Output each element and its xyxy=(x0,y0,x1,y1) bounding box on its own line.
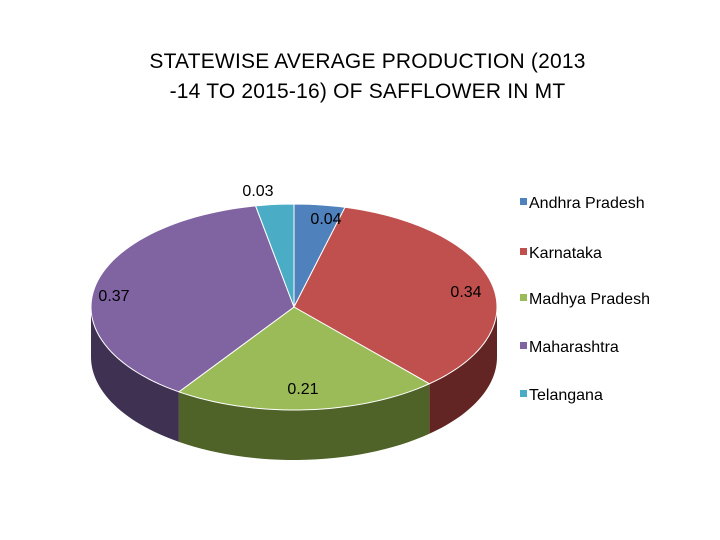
legend-label-karnataka: Karnataka xyxy=(529,245,602,262)
data-label-karnataka: 0.34 xyxy=(450,284,481,301)
pie-side-madhya-pradesh xyxy=(178,383,430,460)
legend-item-maharashtra: Maharashtra xyxy=(520,339,619,357)
pie-slice-telangana xyxy=(255,203,295,308)
pie-slices xyxy=(90,203,498,411)
data-labels: 0.04 0.34 0.21 0.37 0.03 xyxy=(98,183,481,398)
data-label-maharashtra: 0.37 xyxy=(98,288,129,305)
data-label-madhya-pradesh: 0.21 xyxy=(287,381,318,398)
pie-side-karnataka xyxy=(429,307,497,434)
legend-label-telangana: Telangana xyxy=(529,387,603,404)
legend-item-andhra-pradesh: Andhra Pradesh xyxy=(520,195,645,213)
pie-sides xyxy=(91,307,497,460)
pie-slice-madhya-pradesh xyxy=(178,306,430,411)
legend-swatch-telangana xyxy=(520,390,527,397)
pie-slice-maharashtra xyxy=(90,205,295,393)
legend-item-madhya-pradesh: Madhya Pradesh xyxy=(520,291,650,309)
data-label-andhra-pradesh: 0.04 xyxy=(310,211,341,228)
chart-title-line-1: STATEWISE AVERAGE PRODUCTION (2013 xyxy=(149,50,586,73)
legend-item-telangana: Telangana xyxy=(520,387,603,405)
pie-slice-karnataka xyxy=(293,206,498,385)
chart-title-line-2: -14 TO 2015-16) OF SAFFLOWER IN MT xyxy=(169,80,566,103)
legend-swatch-maharashtra xyxy=(520,342,527,349)
pie-side-maharashtra xyxy=(91,307,179,442)
legend-label-madhya-pradesh: Madhya Pradesh xyxy=(529,291,650,308)
legend-label-maharashtra: Maharashtra xyxy=(529,339,619,356)
legend-swatch-madhya-pradesh xyxy=(520,294,527,301)
legend-swatch-karnataka xyxy=(520,248,527,255)
legend-label-andhra-pradesh: Andhra Pradesh xyxy=(529,195,645,212)
legend-swatch-andhra-pradesh xyxy=(520,198,527,205)
legend-item-karnataka: Karnataka xyxy=(520,245,602,263)
data-label-telangana: 0.03 xyxy=(242,183,273,200)
